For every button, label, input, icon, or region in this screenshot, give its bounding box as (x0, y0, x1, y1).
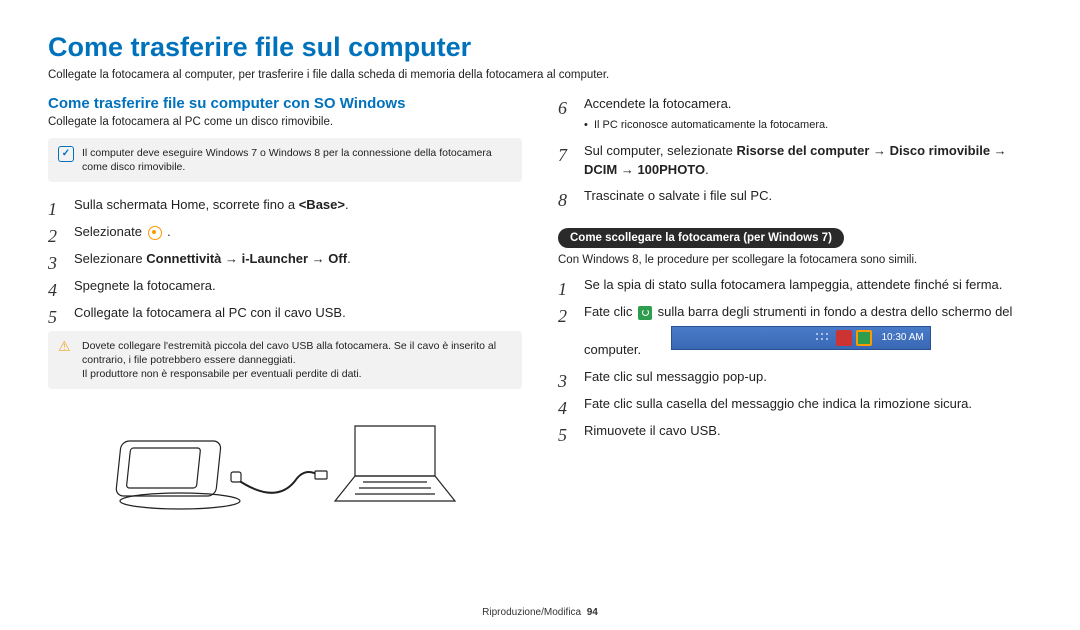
tray-icon-2 (836, 330, 852, 346)
step-8: Trascinate o salvate i file sul PC. (558, 187, 1032, 206)
warning-icon: ⚠ (58, 339, 74, 355)
dstep-1: Se la spia di stato sulla fotocamera lam… (558, 276, 1032, 295)
dstep-2: Fate clic sulla barra degli strumenti in… (558, 303, 1032, 360)
info-text: Il computer deve eseguire Windows 7 o Wi… (82, 146, 512, 174)
settings-icon (148, 226, 162, 240)
step-6: Accendete la fotocamera. Il PC riconosce… (558, 95, 1032, 134)
safe-remove-icon (638, 306, 652, 320)
page-intro: Collegate la fotocamera al computer, per… (48, 69, 1032, 81)
safe-remove-tray-icon[interactable] (856, 330, 872, 346)
disconnect-sub: Con Windows 8, le procedure per scollega… (558, 254, 1032, 266)
step-2: Selezionate . (48, 223, 522, 242)
steps-disconnect: Se la spia di stato sulla fotocamera lam… (558, 276, 1032, 440)
right-column: Accendete la fotocamera. Il PC riconosce… (558, 95, 1032, 518)
camera-laptop-illustration (48, 403, 522, 518)
dstep-3: Fate clic sul messaggio pop-up. (558, 368, 1032, 387)
dstep-4: Fate clic sulla casella del messaggio ch… (558, 395, 1032, 414)
step-6-bullet: Il PC riconosce automaticamente la fotoc… (584, 118, 1032, 134)
taskbar-time: 10:30 AM (881, 331, 923, 346)
steps-left: Sulla schermata Home, scorrete fino a <B… (48, 196, 522, 322)
warning-note: ⚠ Dovete collegare l'estremità piccola d… (48, 331, 522, 390)
taskbar-screenshot: 10:30 AM (671, 326, 931, 350)
tray-separator-icon (814, 330, 830, 346)
info-note: ✓ Il computer deve eseguire Windows 7 o … (48, 138, 522, 182)
left-column: Come trasferire file su computer con SO … (48, 95, 522, 518)
step-5: Collegate la fotocamera al PC con il cav… (48, 304, 522, 323)
page-footer: Riproduzione/Modifica 94 (0, 607, 1080, 618)
step-7: Sul computer, selezionate Risorse del co… (558, 142, 1032, 180)
dstep-5: Rimuovete il cavo USB. (558, 422, 1032, 441)
disconnect-heading: Come scollegare la fotocamera (per Windo… (558, 228, 844, 248)
info-icon: ✓ (58, 146, 74, 162)
step-1: Sulla schermata Home, scorrete fino a <B… (48, 196, 522, 215)
steps-right: Accendete la fotocamera. Il PC riconosce… (558, 95, 1032, 206)
warning-text: Dovete collegare l'estremità piccola del… (82, 339, 512, 382)
step-4: Spegnete la fotocamera. (48, 277, 522, 296)
section-heading: Come trasferire file su computer con SO … (48, 95, 522, 112)
page-title: Come trasferire file sul computer (48, 32, 1032, 63)
section-sub: Collegate la fotocamera al PC come un di… (48, 116, 522, 128)
step-3: Selezionare Connettività → i-Launcher → … (48, 250, 522, 269)
